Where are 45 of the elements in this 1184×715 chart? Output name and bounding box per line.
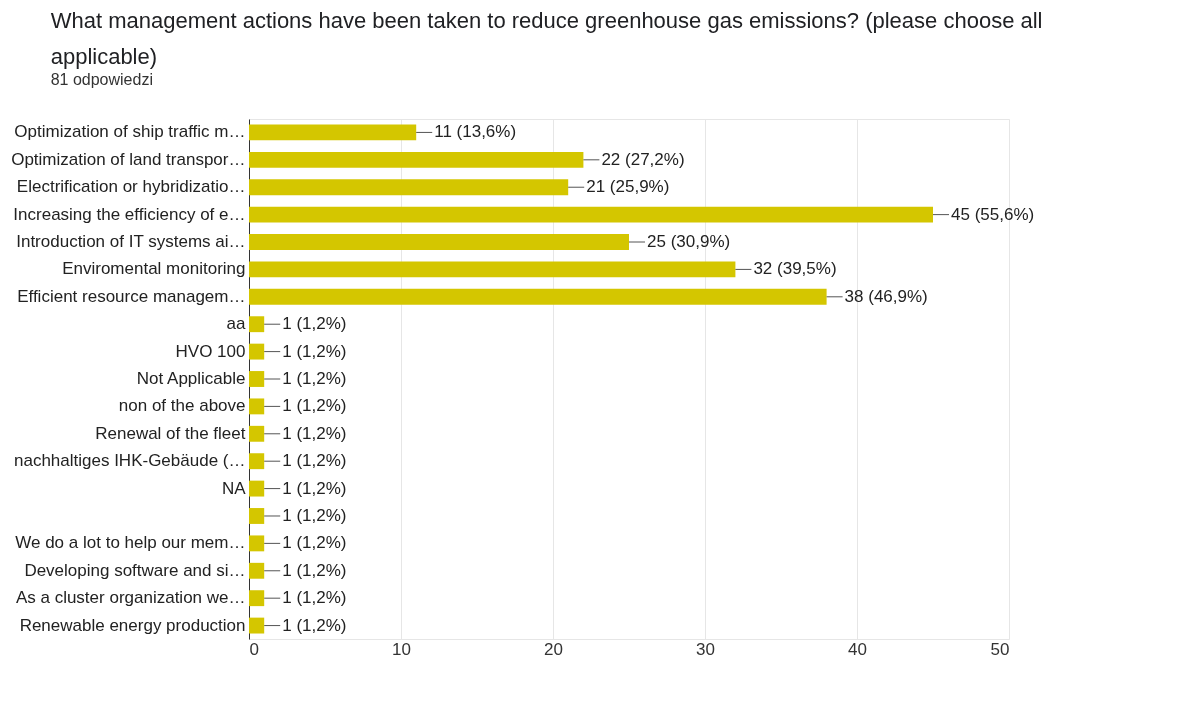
data-label: 45 (55,6%) — [951, 204, 1035, 224]
y-tick-label: aa — [226, 314, 247, 334]
y-tick-label: HVO 100 — [175, 341, 246, 361]
y-tick-label: Electrification or hybridizatio… — [16, 177, 246, 197]
x-tick-label: 50 — [990, 639, 1010, 659]
data-label: 1 (1,2%) — [282, 423, 347, 443]
data-label: 32 (39,5%) — [753, 259, 837, 279]
y-tick-label: Developing software and si… — [24, 560, 246, 580]
data-label: 22 (27,2%) — [601, 149, 685, 169]
x-tick-label: 0 — [249, 639, 259, 659]
y-tick-label: Renewal of the fleet — [95, 423, 246, 443]
data-label: 1 (1,2%) — [282, 615, 347, 635]
data-label: 1 (1,2%) — [282, 369, 347, 388]
data-label: 1 (1,2%) — [282, 451, 347, 471]
data-label: 1 (1,2%) — [282, 505, 347, 525]
y-tick-label: Not Applicable — [136, 369, 246, 388]
data-label: 1 (1,2%) — [282, 588, 347, 608]
data-label: 1 (1,2%) — [282, 396, 347, 416]
data-label: 1 (1,2%) — [282, 314, 347, 334]
y-tick-label: NA — [221, 478, 247, 498]
x-tick-label: 30 — [696, 639, 715, 659]
x-tick-label: 40 — [848, 639, 867, 659]
x-tick-label: 10 — [392, 639, 411, 659]
y-tick-label: As a cluster organization we… — [15, 588, 246, 608]
data-label: 1 (1,2%) — [282, 341, 347, 361]
chart-title: What management actions have been taken to reduce greenhouse gas emissions? (please choose all applicable) — [50, 8, 1043, 69]
y-tick-label: non of the above — [118, 396, 246, 416]
text: 81 odpowiedzi — [50, 71, 153, 88]
y-tick-label: We do a lot to help our mem… — [15, 533, 246, 553]
y-tick-label: nachhaltiges IHK-Gebäude (… — [13, 451, 246, 471]
data-label: 38 (46,9%) — [844, 286, 928, 306]
y-tick-label: Introduction of IT systems ai… — [16, 232, 246, 252]
y-tick-label: Optimization of ship traffic m… — [14, 122, 246, 142]
y-tick-label: Increasing the efficiency of e… — [13, 204, 246, 224]
y-tick-label: Enviromental monitoring — [62, 259, 246, 279]
x-tick-label: 20 — [544, 639, 563, 659]
data-label: 25 (30,9%) — [647, 232, 731, 252]
y-tick-label: Renewable energy production — [19, 615, 246, 635]
data-label: 1 (1,2%) — [282, 533, 347, 553]
y-tick-label: Efficient resource managem… — [17, 286, 246, 306]
data-label: 11 (13,6%) — [434, 122, 517, 142]
data-label: 1 (1,2%) — [282, 560, 347, 580]
data-label: 1 (1,2%) — [282, 478, 347, 498]
data-label: 21 (25,9%) — [586, 177, 670, 197]
y-tick-label: Optimization of land transpor… — [11, 149, 246, 169]
